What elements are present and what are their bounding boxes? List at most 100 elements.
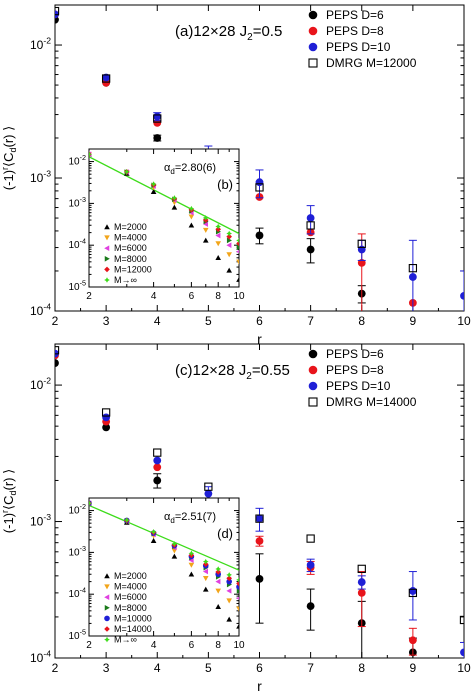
inset-data-point xyxy=(215,603,222,610)
inset-legend-marker xyxy=(104,224,110,230)
inset-data-point xyxy=(215,566,222,572)
y-tick-label: 10-4 xyxy=(30,649,51,665)
inset-data-point xyxy=(89,500,92,507)
inset-legend-label: M→∞ xyxy=(114,275,137,285)
data-point xyxy=(357,239,366,248)
inset-data-point xyxy=(150,181,157,187)
data-point xyxy=(306,221,315,230)
inset-data-point xyxy=(226,575,232,582)
x-tick-label: 6 xyxy=(256,661,263,675)
inset-y-tick-label: 10-2 xyxy=(68,153,86,168)
inset-data-point xyxy=(226,578,232,585)
data-point xyxy=(255,183,264,192)
inset-data-point xyxy=(236,237,239,244)
inset-data-point xyxy=(123,168,130,175)
data-point xyxy=(357,258,366,267)
data-point xyxy=(255,574,264,583)
x-tick-label: 10 xyxy=(457,661,471,675)
data-point xyxy=(153,456,162,465)
data-point xyxy=(357,564,366,574)
inset-x-tick-label: 2 xyxy=(86,291,92,302)
inset-data-point xyxy=(215,588,222,594)
x-tick-label: 5 xyxy=(205,314,212,328)
legend-marker xyxy=(308,42,318,52)
inset-data-point xyxy=(236,596,239,600)
data-point xyxy=(408,636,417,645)
inset-data-point xyxy=(215,578,221,585)
y-tick-label: 10-4 xyxy=(30,302,51,318)
y-tick-label: 10-2 xyxy=(30,36,51,52)
x-tick-label: 2 xyxy=(52,314,59,328)
inset-x-tick-label: 8 xyxy=(215,640,221,651)
x-tick-label: 9 xyxy=(410,314,417,328)
inset-data-point xyxy=(188,222,195,228)
inset-x-tick-label: 10 xyxy=(233,640,245,651)
series-layer xyxy=(55,6,464,311)
data-point xyxy=(408,273,417,281)
inset-data-point xyxy=(226,242,232,248)
inset-y-tick-label: 10-5 xyxy=(68,628,86,643)
inset-y-tick-label: 10-4 xyxy=(68,586,86,601)
data-point xyxy=(460,291,464,300)
inset-legend-marker xyxy=(104,245,110,251)
panel-label: (c)12×28 J2=0.55 xyxy=(175,362,290,382)
inset-legend-label: M=6000 xyxy=(114,243,147,253)
inset-legend-marker xyxy=(104,594,110,600)
inset-legend-marker xyxy=(104,584,110,590)
inset-legend-marker xyxy=(104,626,110,632)
inset-data-point xyxy=(202,558,209,565)
inset-data-point xyxy=(236,244,239,250)
inset-x-tick-label: 4 xyxy=(151,640,157,651)
inset-data-point xyxy=(236,623,239,629)
legend-label: PEPS D=10 xyxy=(326,379,391,393)
data-point xyxy=(255,537,264,545)
data-point xyxy=(357,245,366,254)
legend-marker xyxy=(308,381,318,391)
data-point xyxy=(204,489,213,498)
inset-data-point xyxy=(215,232,221,239)
data-point xyxy=(306,561,315,569)
inset-y-tick-label: 10-3 xyxy=(68,195,86,210)
inset-data-point xyxy=(226,616,232,622)
legend-label: PEPS D=6 xyxy=(326,347,384,361)
inset-legend-marker xyxy=(104,636,110,643)
inset-data-point xyxy=(188,562,195,568)
inset-x-tick-label: 10 xyxy=(233,291,245,302)
legend-marker xyxy=(308,58,318,68)
inset-data-point xyxy=(215,241,222,247)
inset-legend-label: M=6000 xyxy=(114,592,147,602)
inset-data-point xyxy=(188,550,195,557)
data-point xyxy=(101,408,111,417)
data-point xyxy=(408,264,418,273)
data-point xyxy=(306,245,315,254)
inset-data-point xyxy=(171,541,178,547)
inset-y-tick-label: 10-3 xyxy=(68,544,86,559)
data-point xyxy=(55,346,60,355)
inset-data-point xyxy=(236,250,239,254)
inset-data-point xyxy=(188,571,195,577)
x-tick-label: 7 xyxy=(307,314,314,328)
x-tick-label: 6 xyxy=(256,314,263,328)
inset-legend-marker xyxy=(104,605,110,611)
inset-legend-marker xyxy=(104,277,110,283)
data-point xyxy=(102,73,111,82)
x-tick-label: 4 xyxy=(154,661,161,675)
y-axis-label: (-1)r⟨Cd(r) ⟩ xyxy=(0,469,18,533)
inset-legend-marker xyxy=(104,266,110,273)
legend-label: PEPS D=6 xyxy=(326,8,384,22)
x-tick-label: 8 xyxy=(358,661,365,675)
inset-data-point xyxy=(215,254,222,261)
inset-legend-marker xyxy=(104,615,110,622)
legend-label: PEPS D=8 xyxy=(326,363,384,377)
inset-data-point xyxy=(236,580,239,587)
inset-legend-label: M=10000 xyxy=(114,613,152,623)
x-tick-label: 9 xyxy=(410,661,417,675)
legend: PEPS D=6 PEPS D=8 PEPS D=10 DMRG M=14000 xyxy=(308,347,417,409)
inset-data-point xyxy=(89,151,92,158)
inset-data-point xyxy=(202,215,209,221)
x-tick-label: 2 xyxy=(52,661,59,675)
data-point xyxy=(55,6,60,16)
inset-data-point xyxy=(226,237,232,244)
inset-series-layer xyxy=(89,500,239,629)
